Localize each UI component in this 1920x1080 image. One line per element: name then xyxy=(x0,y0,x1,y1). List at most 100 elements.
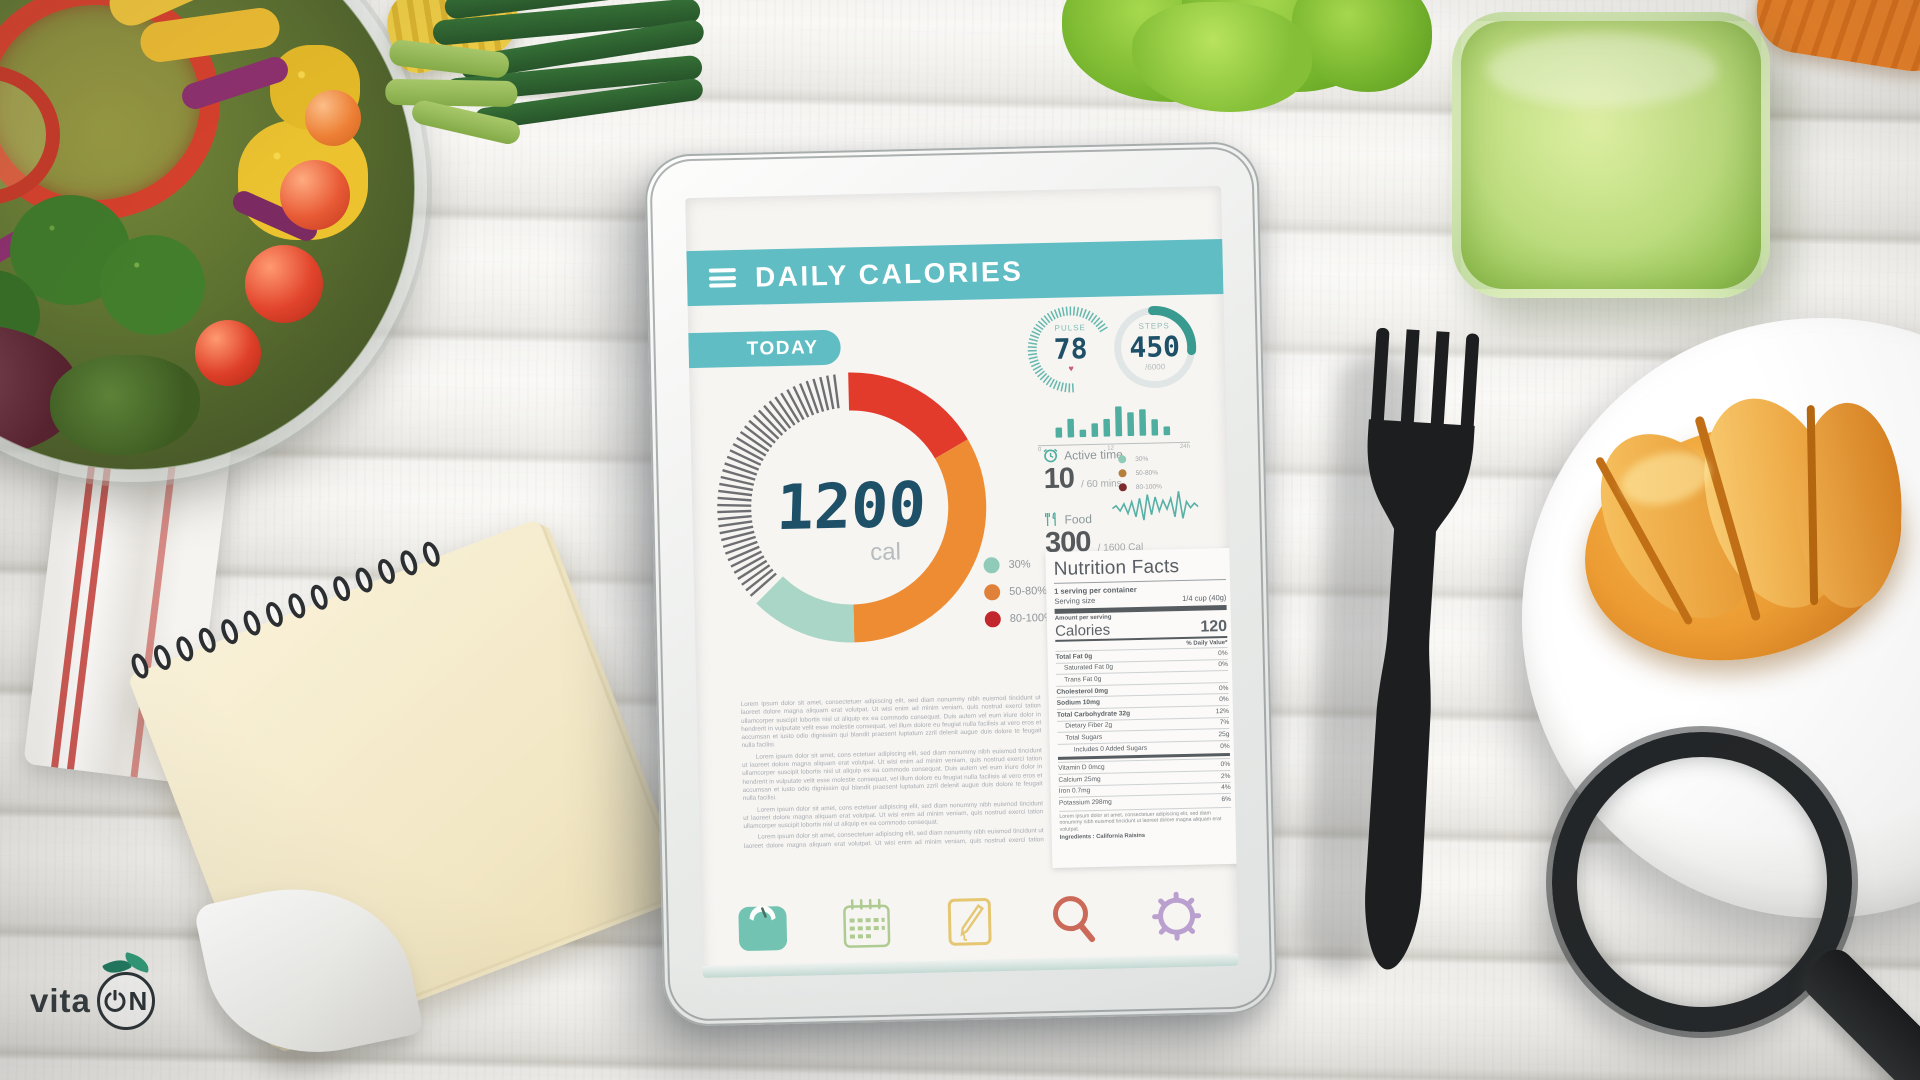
nutrient-rows: Total Fat 0g 0% Saturated Fat 0g 0% Trans Fa… xyxy=(1055,646,1232,809)
gauge-tick xyxy=(737,559,768,580)
gauge-tick xyxy=(1082,309,1087,318)
gauge-tick xyxy=(826,375,835,410)
gauge-tick xyxy=(1027,346,1037,349)
active-time-label-row: Active time xyxy=(1043,446,1123,463)
app-title: DAILY CALORIES xyxy=(754,255,1024,293)
gauge-tick xyxy=(1093,317,1101,325)
body-paragraph: Lorem ipsum dolor sit amet, cons ectetue… xyxy=(743,799,1044,831)
clock-icon xyxy=(1043,448,1058,463)
gauge-tick xyxy=(724,462,758,476)
gauge-arc-segment xyxy=(756,575,855,643)
nutrient-value: 0% xyxy=(1219,696,1229,704)
gauge-tick xyxy=(768,400,792,429)
activity-bar xyxy=(1079,429,1087,438)
body-paragraph: Lorem ipsum dolor sit amet, cons ectetue… xyxy=(741,746,1043,803)
active-time-block: Active time 10 / 60 mins xyxy=(1043,446,1124,496)
steps-gauge-ring xyxy=(1114,306,1197,389)
gauge-tick xyxy=(1030,362,1040,368)
steps-gauge: STEPS 450 /6000 xyxy=(1106,298,1204,396)
axis-tick: 24h xyxy=(1179,443,1190,450)
gauge-tick xyxy=(786,389,805,421)
gauge-tick xyxy=(722,469,756,481)
hamburger-menu-icon[interactable] xyxy=(708,268,737,288)
lettuce-head xyxy=(1062,0,1432,122)
gauge-arc-segment xyxy=(1148,306,1197,356)
gauge-tick xyxy=(805,380,820,414)
gauge-tick xyxy=(799,383,815,416)
gauge-tick xyxy=(1099,326,1108,333)
gauge-tick xyxy=(718,520,753,528)
nutrient-label: Includes 0 Added Sugars xyxy=(1073,744,1148,754)
gauge-tick xyxy=(1028,356,1038,360)
activity-bar xyxy=(1115,406,1123,437)
activity-bar xyxy=(1151,419,1159,436)
gauge-tick xyxy=(1049,378,1055,388)
settings-gear-icon[interactable] xyxy=(1149,889,1204,944)
gauge-tick xyxy=(1029,359,1039,364)
green-juice-glass xyxy=(1452,12,1770,298)
gauge-tick xyxy=(1040,317,1048,326)
utensils-icon xyxy=(1044,512,1056,527)
food-block: Food 300 / 1600 Cal xyxy=(1044,510,1144,560)
legend-item: 80-100% xyxy=(984,610,1054,628)
calories-value: 120 xyxy=(1200,617,1228,636)
legend-item: 50-80% xyxy=(1118,468,1161,478)
calorie-gauge: 1200 cal xyxy=(698,354,1005,661)
spiral-ring xyxy=(240,608,264,638)
gauge-tick xyxy=(812,378,825,412)
app-header: DAILY CALORIES xyxy=(686,238,1224,307)
gauge-tick xyxy=(1032,365,1042,371)
gauge-tick xyxy=(833,374,840,409)
nutrition-title: Nutrition Facts xyxy=(1053,554,1226,584)
steps-value: 450 xyxy=(1129,329,1181,365)
gauge-tick xyxy=(726,455,760,471)
active-time-label: Active time xyxy=(1063,446,1123,463)
spiral-ring xyxy=(419,539,443,570)
gauge-tick xyxy=(1028,342,1038,345)
spiral-ring xyxy=(217,616,242,647)
gauge-tick xyxy=(780,392,801,423)
activity-bar xyxy=(1163,426,1171,436)
gauge-tick xyxy=(722,535,757,549)
gauge-tick xyxy=(719,482,754,492)
gauge-tick xyxy=(718,489,753,497)
serving-size-label: Serving size xyxy=(1054,595,1096,606)
activity-bars xyxy=(1055,406,1171,438)
gauge-tick xyxy=(725,540,758,555)
nutrient-value: 6% xyxy=(1221,795,1232,804)
gauge-tick xyxy=(1034,367,1043,375)
search-icon[interactable] xyxy=(1046,891,1101,946)
legend-dot xyxy=(984,584,1001,601)
gauge-tick xyxy=(745,568,774,592)
gauge-tick xyxy=(727,545,760,562)
calorie-gauge-ring xyxy=(717,372,987,643)
gauge-tick xyxy=(1027,353,1038,356)
legend-label: 30% xyxy=(1135,455,1149,463)
gauge-tick xyxy=(730,550,763,568)
gauge-tick xyxy=(733,555,765,574)
gauge-tick xyxy=(1061,307,1065,317)
pulse-value: 78 xyxy=(1053,332,1088,366)
calorie-value: 1200 xyxy=(775,467,927,545)
axis-tick: 0 xyxy=(1037,447,1042,454)
nutrient-value: 0% xyxy=(1218,649,1228,657)
gauge-tick xyxy=(732,442,764,462)
gauge-tick xyxy=(792,385,810,418)
notes-icon[interactable] xyxy=(942,893,997,948)
legend-dot xyxy=(983,557,1000,574)
nutrient-value: 25g xyxy=(1218,730,1230,739)
calendar-icon[interactable] xyxy=(839,896,894,951)
gauge-tick xyxy=(1031,330,1041,336)
nutrient-value: 0% xyxy=(1218,661,1228,669)
activity-bar xyxy=(1067,418,1075,438)
nutrient-label: Potassium 298mg xyxy=(1058,798,1112,807)
ingredients-line: Ingredients : California Raisins xyxy=(1059,832,1146,841)
weight-scale-icon[interactable] xyxy=(735,898,790,953)
gauge-tick xyxy=(1064,383,1068,393)
gauge-tick xyxy=(1090,314,1098,323)
legend-label: 30% xyxy=(1008,558,1031,571)
activity-bar xyxy=(1055,427,1063,438)
activity-bar-chart: 0 12 24h xyxy=(1037,399,1191,454)
food-label-row: Food xyxy=(1044,510,1142,527)
tablet-device: DAILY CALORIES TODAY 1200 cal 30% 50-80% 8… xyxy=(644,141,1278,1027)
